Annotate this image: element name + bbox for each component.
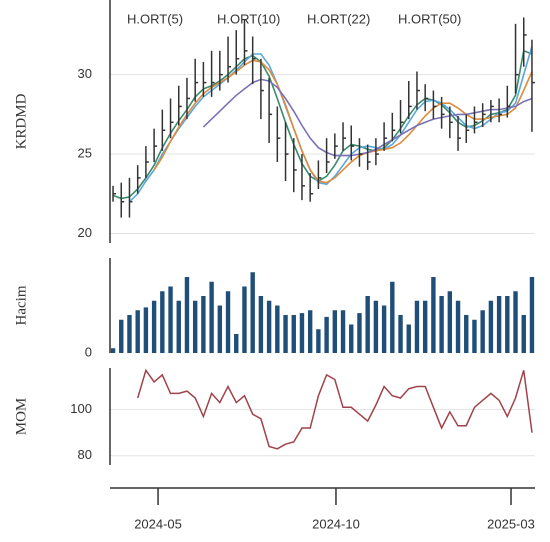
legend-label: H.ORT(10) [217, 11, 280, 26]
x-tick-label: 2024-05 [134, 516, 182, 531]
bar [422, 300, 428, 353]
y-axis-title: Hacim [13, 285, 29, 325]
y-axis-title: MOM [13, 398, 29, 436]
line [128, 45, 533, 203]
bar [464, 315, 469, 353]
legend-label: H.ORT(22) [307, 11, 370, 26]
bar [431, 277, 436, 353]
bar [176, 300, 181, 353]
bar [505, 296, 510, 353]
bar [160, 291, 165, 353]
line [112, 49, 533, 200]
bar [110, 348, 116, 353]
bar [513, 291, 518, 353]
bar [381, 305, 387, 353]
bar [316, 329, 321, 353]
bar [299, 313, 305, 353]
y-tick-label: 30 [78, 66, 92, 81]
bar [340, 310, 346, 353]
bar [266, 300, 272, 353]
y-tick-label: 20 [78, 225, 92, 240]
bar [291, 315, 296, 353]
bar [439, 296, 444, 353]
legend-label: H.ORT(50) [398, 11, 461, 26]
x-tick-label: 2025-03 [487, 516, 535, 531]
bar [217, 305, 223, 353]
bar [127, 315, 132, 353]
bar [143, 307, 149, 353]
y-tick-label: 100 [70, 401, 92, 416]
bar [390, 281, 395, 353]
bar [521, 315, 526, 353]
bar [447, 291, 453, 353]
bar [258, 296, 264, 353]
bar [168, 286, 173, 353]
y-tick-label: 25 [78, 145, 92, 160]
bar [275, 305, 280, 353]
bar [365, 296, 370, 353]
bar [250, 272, 255, 353]
bar [357, 313, 362, 353]
bar [151, 300, 157, 353]
bar [234, 334, 239, 353]
bar [472, 319, 477, 353]
line [153, 59, 533, 184]
bar [192, 300, 198, 353]
bar [373, 300, 379, 353]
bar [184, 277, 190, 353]
bar [488, 300, 494, 353]
bar [242, 286, 247, 353]
bar [209, 281, 214, 353]
bar [225, 291, 231, 353]
bar [307, 310, 313, 353]
y-tick-label: 0 [85, 344, 92, 359]
x-tick-label: 2024-10 [312, 516, 360, 531]
y-axis-title: KRDMD [13, 93, 29, 149]
bar [480, 310, 485, 353]
bar [135, 310, 140, 353]
y-tick-label: 80 [78, 447, 92, 462]
bar [324, 316, 329, 353]
bar [332, 310, 338, 353]
line [136, 368, 533, 450]
bar [283, 315, 288, 353]
bar [496, 296, 502, 353]
bar [455, 300, 461, 353]
bar [349, 324, 354, 353]
bar [119, 319, 124, 353]
bar [406, 324, 411, 353]
bar [414, 300, 420, 353]
bar [398, 315, 403, 353]
bar [529, 277, 535, 353]
legend-label: H.ORT(5) [127, 11, 183, 26]
bar [201, 296, 206, 353]
